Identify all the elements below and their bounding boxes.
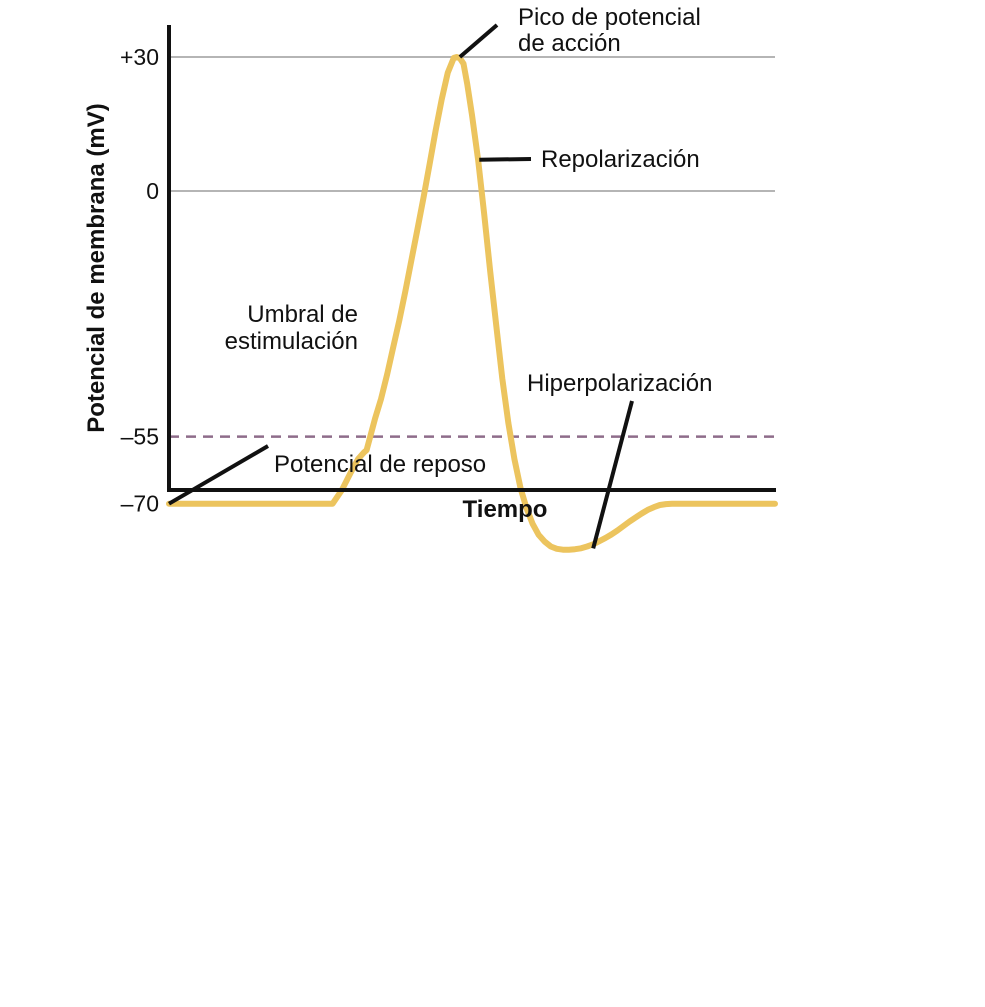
x-axis-title: Tiempo bbox=[463, 496, 548, 523]
y-tick-label: –70 bbox=[121, 491, 159, 517]
grid-lines bbox=[169, 56, 775, 192]
y-axis-title: Potencial de membrana (mV) bbox=[83, 103, 110, 432]
y-tick-label: –55 bbox=[121, 424, 159, 450]
annotation-leaders bbox=[167, 23, 634, 549]
annotation-resting-potential: Potencial de reposo bbox=[274, 451, 486, 478]
series-line bbox=[166, 54, 778, 553]
annotation-peak-line1: Pico de potencial bbox=[518, 4, 701, 31]
annotation-peak-line2: de acción bbox=[518, 30, 621, 57]
leader-repolarization bbox=[479, 157, 532, 162]
y-tick-label: +30 bbox=[120, 44, 159, 70]
annotation-hyperpolarization: Hiperpolarización bbox=[527, 370, 712, 397]
y-tick-labels: +30 0 –55 –70 bbox=[120, 44, 159, 517]
leader-hyperpolarization bbox=[591, 400, 634, 549]
annotation-repolarization: Repolarización bbox=[541, 146, 700, 173]
leader-resting bbox=[167, 444, 270, 506]
annotation-threshold-line2: estimulación bbox=[225, 328, 358, 355]
annotation-threshold-line1: Umbral de bbox=[247, 301, 358, 328]
y-tick-label: 0 bbox=[146, 178, 159, 204]
leader-peak bbox=[458, 23, 499, 59]
